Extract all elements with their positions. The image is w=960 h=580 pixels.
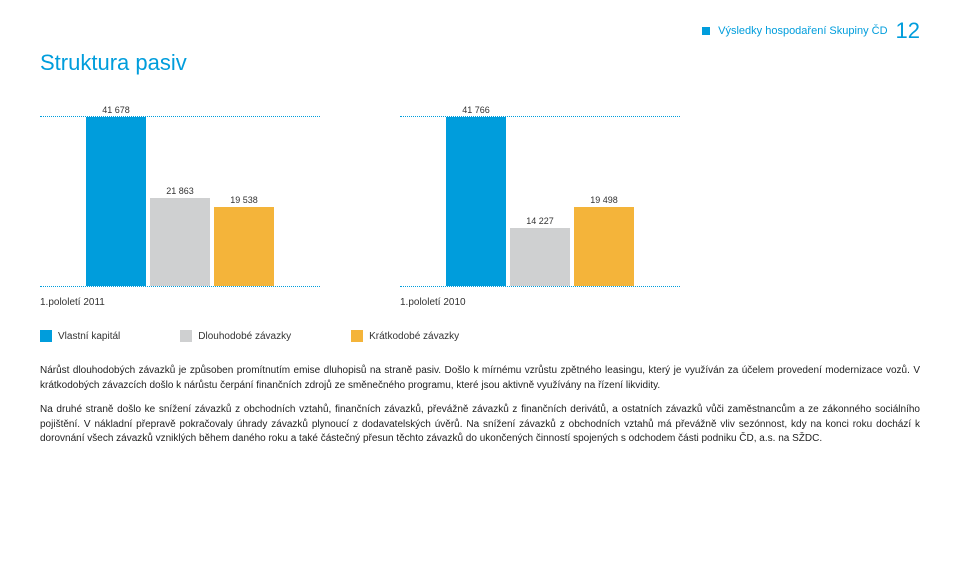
legend-label: Krátkodobé závazky [369, 331, 459, 342]
page-number: 12 [896, 18, 920, 44]
bar-rect [446, 117, 506, 286]
legend-item: Dlouhodobé závazky [180, 330, 291, 342]
section-label: Výsledky hospodaření Skupiny ČD [718, 25, 887, 37]
legend: Vlastní kapitál Dlouhodobé závazky Krátkod… [40, 330, 920, 342]
bars-1: 41 76614 22719 498 [400, 117, 680, 287]
bar-value-label: 14 227 [526, 216, 554, 226]
body-paragraph: Na druhé straně došlo ke snížení závazků… [40, 403, 920, 447]
period-label-0: 1.pololetí 2011 [40, 297, 320, 308]
bar: 19 538 [214, 195, 274, 286]
bar: 19 498 [574, 195, 634, 286]
bar-rect [510, 228, 570, 286]
bar-rect [86, 117, 146, 286]
legend-label: Dlouhodobé závazky [198, 331, 291, 342]
bar-rect [574, 207, 634, 286]
legend-label: Vlastní kapitál [58, 331, 120, 342]
chart-group-0: 41 67821 86319 538 1.pololetí 2011 [40, 116, 320, 308]
legend-item: Vlastní kapitál [40, 330, 120, 342]
chart-group-1: 41 76614 22719 498 1.pololetí 2010 [400, 116, 680, 308]
legend-item: Krátkodobé závazky [351, 330, 459, 342]
legend-swatch [40, 330, 52, 342]
bar-rect [150, 198, 210, 286]
bar-rect [214, 207, 274, 286]
legend-swatch [351, 330, 363, 342]
bar: 41 678 [86, 105, 146, 286]
header-square-icon [702, 27, 710, 35]
section-header: Výsledky hospodaření Skupiny ČD 12 [702, 18, 920, 44]
bar: 21 863 [150, 186, 210, 286]
period-label-1: 1.pololetí 2010 [400, 297, 680, 308]
page-title: Struktura pasiv [40, 50, 920, 76]
body-paragraph: Nárůst dlouhodobých závazků je způsoben … [40, 364, 920, 393]
bar-value-label: 41 766 [462, 105, 490, 115]
bar-value-label: 19 538 [230, 195, 258, 205]
bar: 14 227 [510, 216, 570, 286]
chart-container: 41 67821 86319 538 1.pololetí 2011 41 76… [40, 116, 920, 308]
bars-0: 41 67821 86319 538 [40, 117, 320, 287]
bar: 41 766 [446, 105, 506, 286]
body-text: Nárůst dlouhodobých závazků je způsoben … [40, 364, 920, 447]
legend-swatch [180, 330, 192, 342]
bar-value-label: 41 678 [102, 105, 130, 115]
bar-value-label: 19 498 [590, 195, 618, 205]
bar-value-label: 21 863 [166, 186, 194, 196]
